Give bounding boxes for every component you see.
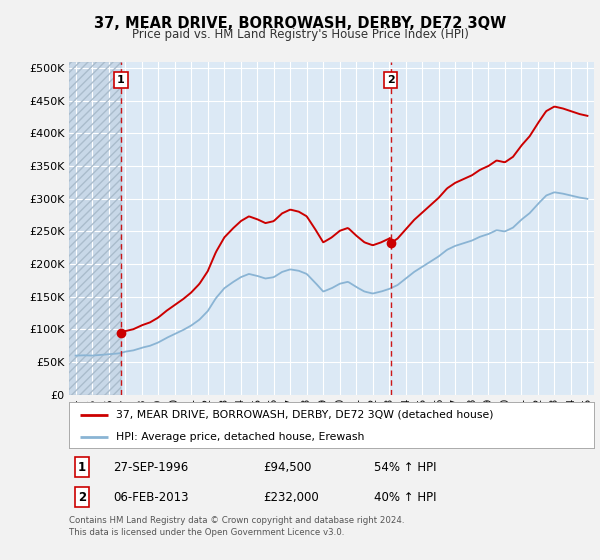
Text: 37, MEAR DRIVE, BORROWASH, DERBY, DE72 3QW (detached house): 37, MEAR DRIVE, BORROWASH, DERBY, DE72 3…	[116, 410, 494, 420]
Text: HPI: Average price, detached house, Erewash: HPI: Average price, detached house, Erew…	[116, 432, 365, 441]
Text: 1: 1	[117, 75, 125, 85]
Text: 2: 2	[387, 75, 394, 85]
Text: 1: 1	[78, 460, 86, 474]
Text: Contains HM Land Registry data © Crown copyright and database right 2024.
This d: Contains HM Land Registry data © Crown c…	[69, 516, 404, 537]
Text: 40% ↑ HPI: 40% ↑ HPI	[373, 491, 436, 504]
Text: 54% ↑ HPI: 54% ↑ HPI	[373, 460, 436, 474]
Text: £94,500: £94,500	[263, 460, 311, 474]
Text: 06-FEB-2013: 06-FEB-2013	[113, 491, 189, 504]
Bar	[69, 62, 121, 395]
Text: £232,000: £232,000	[263, 491, 319, 504]
Bar	[69, 62, 121, 395]
Text: 27-SEP-1996: 27-SEP-1996	[113, 460, 189, 474]
Text: Price paid vs. HM Land Registry's House Price Index (HPI): Price paid vs. HM Land Registry's House …	[131, 28, 469, 41]
Text: 2: 2	[78, 491, 86, 504]
Text: 37, MEAR DRIVE, BORROWASH, DERBY, DE72 3QW: 37, MEAR DRIVE, BORROWASH, DERBY, DE72 3…	[94, 16, 506, 31]
